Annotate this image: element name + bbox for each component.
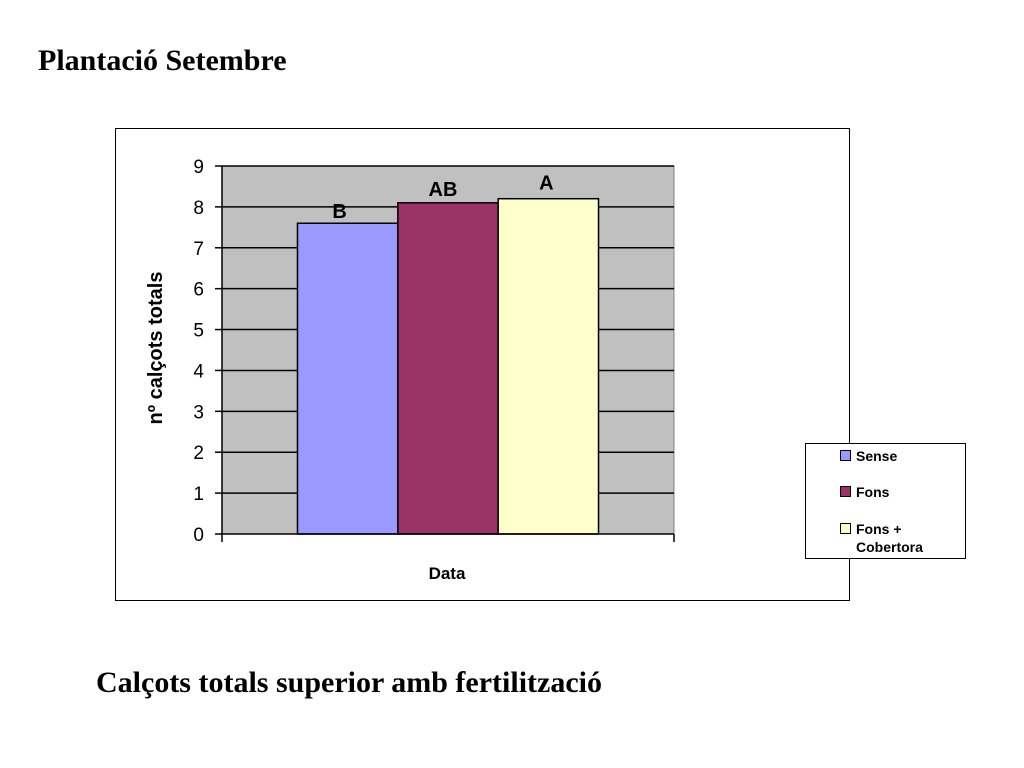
y-tick-label: 9 [193,157,204,178]
legend-item: Fons [840,483,946,501]
legend-item: Fons + Cobertora [840,520,946,556]
y-tick-label: 2 [193,443,204,464]
legend-label: Sense [856,448,898,464]
slide-caption: Calçots totals superior amb fertilitzaci… [96,666,603,699]
x-axis-title: Data [429,564,466,583]
legend-label: Fons [856,484,890,500]
chart-legend: Sense Fons Fons + Cobertora [805,443,966,559]
bar-fons [397,202,499,535]
bar-significance-label: B [332,201,346,223]
bar-fons-cobertora [497,197,600,535]
bar-sense [296,222,399,535]
legend-label: Fons + Cobertora [856,521,923,555]
legend-swatch [840,450,851,461]
y-axis-title: nº calçots totals [145,272,167,425]
y-tick-label: 7 [193,239,204,260]
chart-frame: 0 1 2 3 4 5 6 7 8 9 B AB A nº calçots totals Data S… [115,128,966,601]
y-tick-label: 5 [193,321,204,342]
y-tick-label: 0 [193,525,204,546]
legend-swatch [840,523,851,534]
bar-chart: 0 1 2 3 4 5 6 7 8 9 B AB A nº calçots totals Data [145,157,675,583]
legend-swatch [840,486,851,497]
y-tick-label: 3 [193,402,204,423]
legend-item: Sense [840,447,946,465]
y-tick-label: 8 [193,198,204,219]
bar-significance-label: A [539,173,553,195]
y-tick-label: 6 [193,280,204,301]
y-tick-label: 4 [193,361,204,382]
slide-title: Plantació Setembre [38,44,287,77]
y-tick-label: 1 [193,484,204,505]
bar-significance-label: AB [429,179,458,201]
